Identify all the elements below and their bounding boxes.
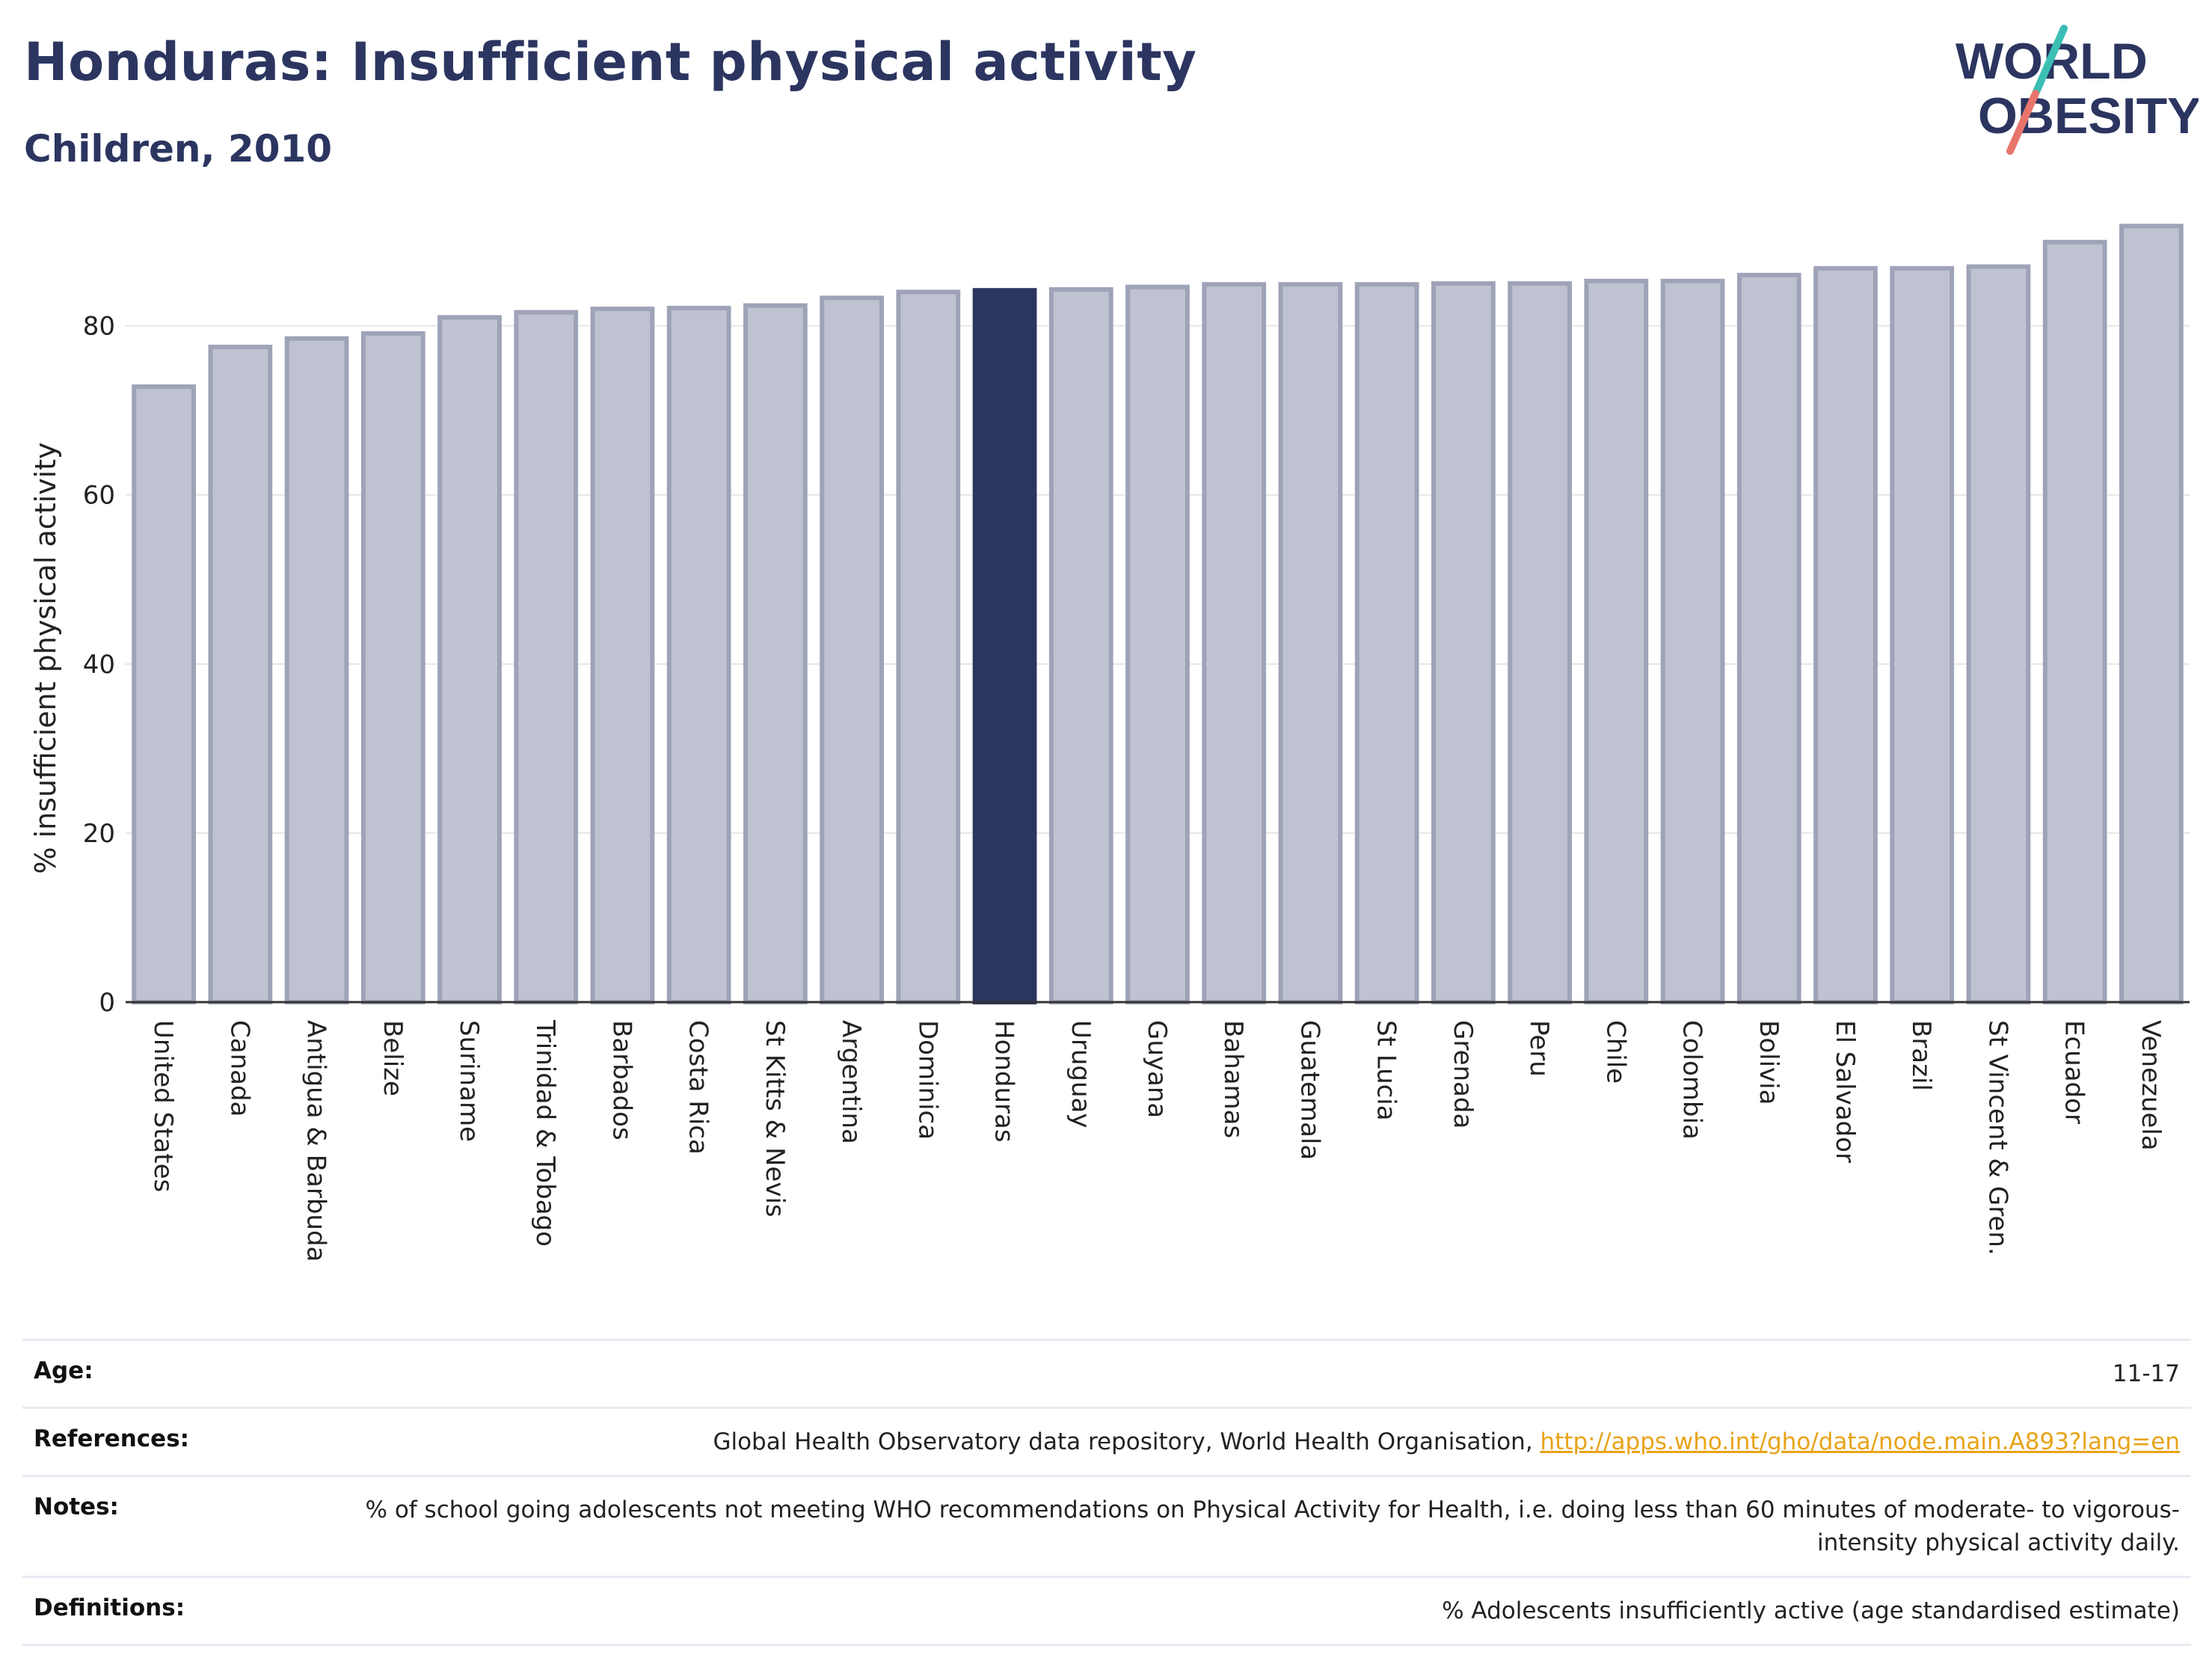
x-tick-label: El Salvador: [1830, 1020, 1860, 1163]
bar: [1278, 282, 1343, 1004]
references-label: References:: [34, 1425, 190, 1452]
bar: [1660, 278, 1725, 1004]
bar: [132, 384, 196, 1004]
bar: [1736, 272, 1801, 1004]
x-tick-label: St Kitts & Nevis: [760, 1020, 790, 1218]
y-axis-title: % insufficient physical activity: [29, 442, 62, 873]
x-tick-label: Ecuador: [2059, 1020, 2089, 1124]
bar: [1508, 281, 1572, 1004]
bar: [360, 331, 425, 1004]
x-tick-label: Chile: [1600, 1020, 1630, 1084]
bar: [590, 307, 655, 1005]
x-tick-label: Brazil: [1906, 1020, 1936, 1091]
y-tick-label: 60: [83, 481, 115, 511]
x-tick-label: Uruguay: [1066, 1020, 1096, 1129]
bar: [1354, 282, 1419, 1004]
x-tick-label: Dominica: [912, 1020, 942, 1140]
x-tick-label: Bolivia: [1754, 1020, 1784, 1105]
x-tick-label: Antigua & Barbuda: [301, 1020, 331, 1262]
bar: [1966, 264, 2031, 1004]
definitions-label: Definitions:: [34, 1594, 185, 1621]
x-tick-label: Honduras: [989, 1020, 1019, 1143]
x-tick-label: St Vincent & Gren.: [1982, 1020, 2012, 1256]
references-text: Global Health Observatory data repositor…: [713, 1428, 1540, 1455]
world-obesity-logo: WORLD OBESITY: [1956, 25, 2199, 155]
definitions-value: % Adolescents insufficiently active (age…: [1442, 1597, 2180, 1624]
x-tick-label: Costa Rica: [683, 1020, 713, 1155]
bar: [1890, 265, 1955, 1005]
bar: [896, 289, 961, 1005]
x-tick-label: Bahamas: [1218, 1020, 1248, 1138]
age-value: 11-17: [2112, 1360, 2180, 1387]
age-label: Age:: [34, 1357, 93, 1384]
bar: [972, 288, 1037, 1005]
x-tick-label: Belize: [378, 1020, 408, 1096]
x-tick-label: Canada: [224, 1020, 254, 1117]
meta-row-references: References: Global Health Observatory da…: [22, 1407, 2191, 1475]
logo-slash-teal: [2032, 25, 2068, 97]
bar: [284, 336, 349, 1004]
x-tick-label: Grenada: [1448, 1020, 1478, 1129]
y-tick-label: 40: [83, 650, 115, 680]
chart-subtitle: Children, 2010: [24, 127, 333, 171]
bar: [666, 305, 731, 1005]
bar: [1048, 287, 1113, 1005]
y-tick-label: 0: [99, 988, 115, 1018]
y-tick-label: 80: [83, 312, 115, 342]
bar: [820, 295, 884, 1004]
x-tick-label: Guatemala: [1294, 1020, 1324, 1160]
x-tick-label: Suriname: [454, 1020, 484, 1142]
y-tick-label: 20: [83, 819, 115, 849]
logo-slash-coral: [2006, 90, 2039, 155]
bar: [1584, 278, 1649, 1004]
bar: [743, 303, 808, 1004]
bar: [2042, 239, 2107, 1004]
chart-title: Honduras: Insufficient physical activity: [24, 31, 1197, 93]
bar: [514, 310, 579, 1004]
metadata-table: Age: 11-17 References: Global Health Obs…: [22, 1339, 2191, 1646]
x-tick-label: Venezuela: [2136, 1020, 2166, 1151]
bar: [1125, 284, 1190, 1004]
meta-row-age: Age: 11-17: [22, 1339, 2191, 1407]
x-tick-label: Barbados: [606, 1020, 636, 1140]
meta-row-notes: Notes: % of school going adolescents not…: [22, 1475, 2191, 1576]
bar: [1202, 282, 1267, 1004]
references-value: Global Health Observatory data repositor…: [713, 1425, 2180, 1458]
x-tick-label: Peru: [1524, 1020, 1554, 1077]
references-link[interactable]: http://apps.who.int/gho/data/node.main.A…: [1540, 1428, 2180, 1455]
x-tick-label: Argentina: [836, 1020, 866, 1144]
bar: [1431, 281, 1496, 1004]
bar: [208, 344, 273, 1005]
x-tick-label: Trinidad & Tobago: [530, 1019, 560, 1247]
x-tick-label: United States: [148, 1020, 178, 1192]
notes-label: Notes:: [34, 1493, 119, 1520]
x-tick-label: St Lucia: [1371, 1020, 1401, 1121]
notes-value: % of school going adolescents not meetin…: [365, 1496, 2180, 1556]
bar: [1813, 265, 1878, 1005]
bar: [2119, 224, 2184, 1004]
bar-chart: 0 20 40 60 80 % insufficient physical activit…: [29, 224, 2190, 1262]
meta-row-definitions: Definitions: % Adolescents insufficientl…: [22, 1576, 2191, 1646]
x-tick-label: Guyana: [1142, 1020, 1172, 1118]
bar: [437, 315, 502, 1004]
x-tick-label: Colombia: [1677, 1020, 1707, 1140]
